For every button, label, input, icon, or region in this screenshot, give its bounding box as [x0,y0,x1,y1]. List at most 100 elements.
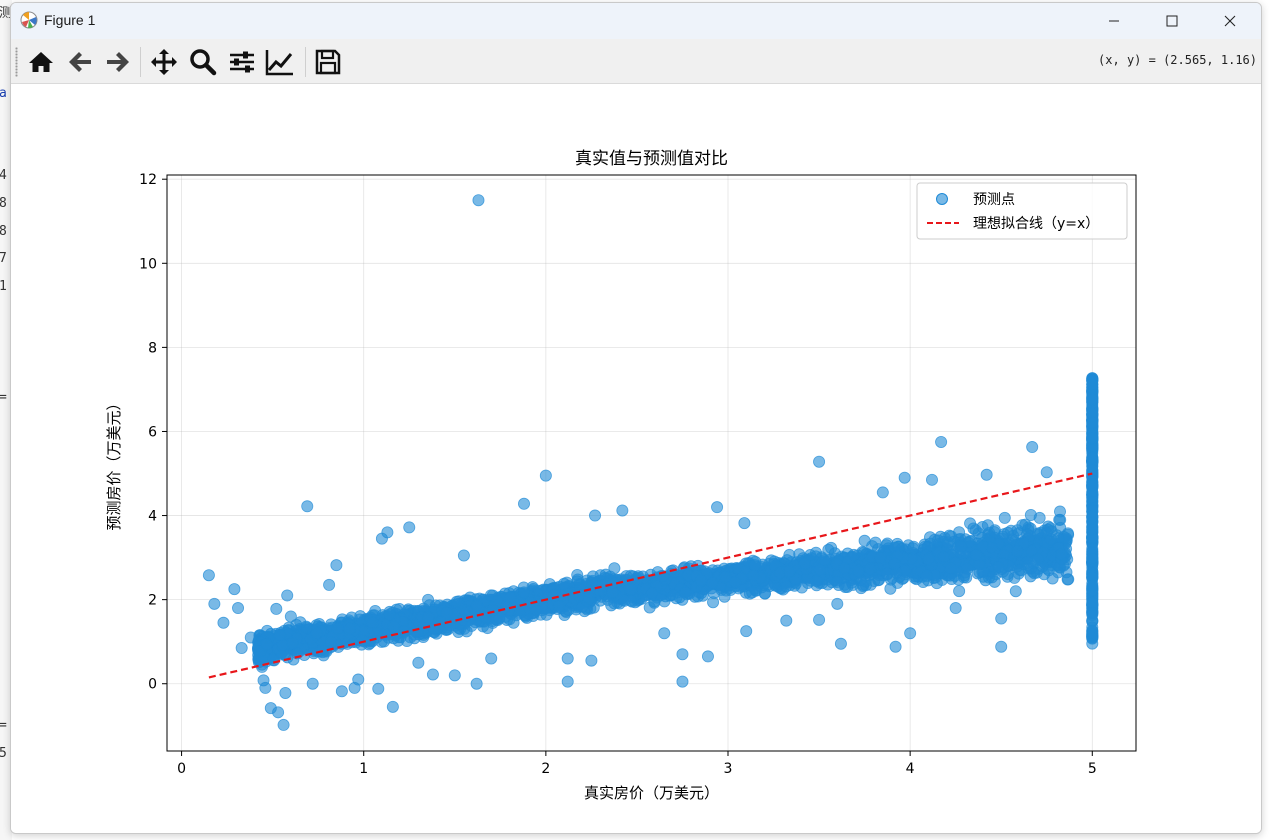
prediction-point [387,620,400,633]
prediction-point [783,548,796,561]
save-icon [315,49,341,75]
prediction-point [852,565,865,578]
prediction-point-outlier [889,640,902,653]
prediction-point [1086,416,1099,429]
prediction-point-outlier [457,549,470,562]
background-text-fragment: = [0,390,7,405]
prediction-point-outlier [1058,557,1071,570]
prediction-point-outlier [279,686,292,699]
prediction-point [411,625,424,638]
background-text-fragment: 8 [0,224,7,239]
prediction-point-outlier [616,504,629,517]
prediction-point-outlier [813,455,826,468]
prediction-point [961,562,974,575]
prediction-point [286,637,299,650]
maximize-icon [1166,15,1178,27]
forward-button[interactable] [103,47,133,77]
minimize-button[interactable] [1085,3,1143,39]
prediction-point-outlier [412,656,425,669]
x-tick-label: 0 [177,761,186,777]
prediction-point-outlier [352,673,365,686]
prediction-point [783,565,796,578]
prediction-point [558,577,571,590]
prediction-point [276,638,289,651]
prediction-point-outlier [403,521,416,534]
prediction-point-outlier [232,602,245,615]
prediction-point-outlier [386,700,399,713]
prediction-point [1086,637,1099,650]
zoom-icon [190,49,217,76]
prediction-point-outlier [208,597,221,610]
y-tick-label: 6 [148,424,157,440]
navigation-toolbar: (x, y) = (2.565, 1.16) [11,39,1261,84]
x-tick-label: 3 [724,761,733,777]
prediction-point [1086,523,1099,536]
prediction-point [513,606,526,619]
prediction-point [746,586,759,599]
prediction-point [706,576,719,589]
prediction-point [934,530,947,543]
y-tick-label: 10 [139,256,157,272]
toolbar-separator [140,47,141,77]
prediction-point-outlier [949,602,962,615]
prediction-point-outlier [470,677,483,690]
prediction-points [202,194,1099,731]
maximize-button[interactable] [1143,3,1201,39]
toolbar-grip[interactable] [15,47,18,77]
x-tick-label: 5 [1088,761,1097,777]
title-bar[interactable]: Figure 1 [11,3,1261,39]
zoom-button[interactable] [188,47,218,77]
prediction-point [1086,393,1099,406]
prediction-point [874,551,887,564]
prediction-point-outlier [381,526,394,539]
save-button[interactable] [313,47,343,77]
prediction-point [998,511,1011,524]
back-icon [69,52,91,72]
edit-axis-button[interactable] [265,47,295,77]
prediction-point-outlier [995,640,1008,653]
x-tick-label: 1 [359,761,368,777]
background-text-fragment: 8 [0,196,7,211]
close-button[interactable] [1201,3,1259,39]
x-tick-label: 4 [906,761,915,777]
prediction-point [707,596,720,609]
prediction-point [694,574,707,587]
legend-label-points: 预测点 [973,192,1015,208]
prediction-point-outlier [561,652,574,665]
prediction-point-outlier [290,618,303,631]
forward-icon [107,52,129,72]
prediction-point [953,585,966,598]
prediction-point-outlier [904,627,917,640]
prediction-point-outlier [831,597,844,610]
prediction-point [1019,518,1032,531]
prediction-point [1086,552,1099,565]
prediction-point-outlier [217,616,230,629]
configure-subplots-button[interactable] [227,47,257,77]
prediction-point [813,563,826,576]
prediction-point [888,557,901,570]
prediction-point [953,526,966,539]
grid [167,175,1136,751]
prediction-point [864,563,877,576]
home-button[interactable] [26,47,56,77]
figure-canvas[interactable]: 0 1 2 3 4 5 0 2 4 6 8 10 12 真实值与预测值对比 真实房价（万美元） 预测房价… [11,84,1261,833]
prediction-point-outlier [372,682,385,695]
prediction-point [260,638,273,651]
prediction-point-outlier [701,650,714,663]
close-icon [1224,15,1236,27]
prediction-point-outlier [658,627,671,640]
edit-axis-icon [265,50,293,76]
prediction-point [440,606,453,619]
pan-button[interactable] [149,47,179,77]
prediction-point-outlier [235,641,248,654]
prediction-point [907,540,920,553]
prediction-point [679,586,692,599]
home-icon [29,52,53,72]
prediction-point-outlier [740,625,753,638]
prediction-point-outlier [485,652,498,665]
back-button[interactable] [65,47,95,77]
prediction-point [869,536,882,549]
background-text-fragment: 4 [0,168,7,183]
prediction-point [780,580,793,593]
